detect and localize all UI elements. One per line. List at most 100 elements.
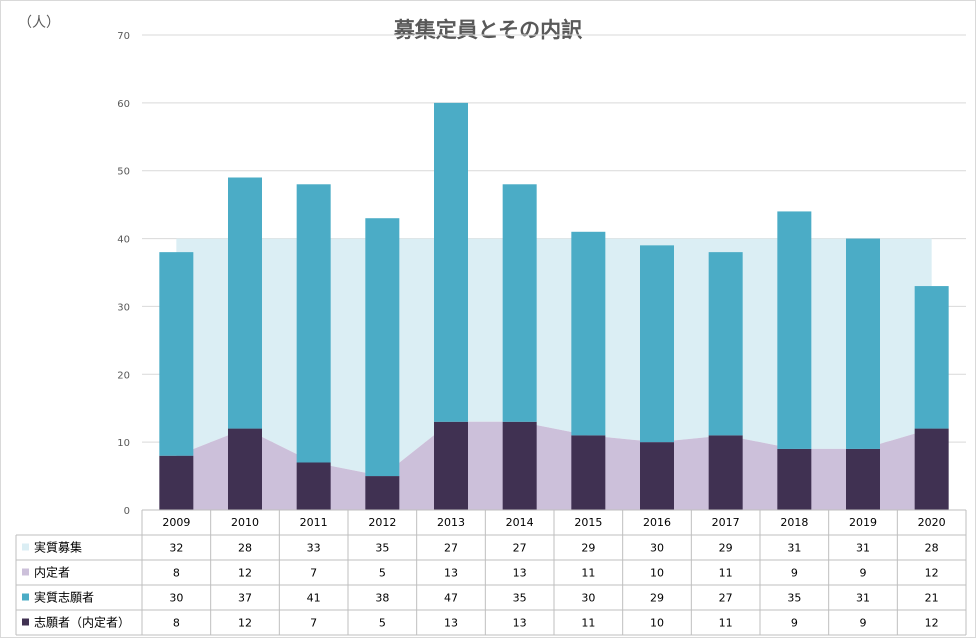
legend-label: 実質志願者	[34, 590, 94, 605]
table-cell: 12	[925, 567, 939, 580]
table-cell: 27	[513, 542, 527, 555]
y-tick-label: 40	[117, 235, 130, 246]
chart-title: 募集定員とその内訳	[393, 18, 583, 42]
table-cell: 28	[238, 542, 252, 555]
table-cell: 29	[581, 542, 595, 555]
bar-applicants	[708, 252, 743, 436]
y-tick-label: 30	[117, 302, 130, 313]
table-cell: 7	[310, 617, 317, 630]
y-tick-label: 50	[117, 167, 130, 178]
table-cell: 30	[650, 542, 664, 555]
table-cell: 27	[719, 592, 733, 605]
area-series-recruit	[176, 238, 932, 477]
bar-applicants-naitei	[914, 428, 949, 510]
y-unit-label: （人）	[18, 15, 60, 31]
bar-applicants-naitei	[296, 462, 331, 510]
table-cell: 11	[581, 617, 595, 630]
legend-key	[22, 618, 29, 626]
table-cell: 9	[860, 617, 867, 630]
table-cell: 13	[513, 617, 527, 630]
x-tick-label: 2009	[162, 516, 190, 529]
table-cell: 35	[787, 592, 801, 605]
table-cell: 8	[173, 617, 180, 630]
bar-applicants-naitei	[777, 448, 812, 510]
table-cell: 9	[860, 567, 867, 580]
bar-applicants	[434, 102, 468, 422]
table-cell: 5	[379, 567, 386, 580]
legend-label: 内定者	[34, 565, 70, 580]
x-tick-label: 2015	[574, 516, 602, 529]
table-cell: 11	[581, 567, 595, 580]
bar-applicants	[502, 184, 537, 422]
table-cell: 11	[719, 617, 733, 630]
legend-key	[22, 593, 29, 601]
table-cell: 12	[925, 617, 939, 630]
x-tick-label: 2014	[506, 516, 534, 529]
y-tick-label: 60	[117, 99, 130, 110]
x-tick-label: 2013	[437, 516, 465, 529]
table-cell: 28	[925, 542, 939, 555]
data-table: 2009 2010 2011 2012 2013 2014 2015 2016 2017 2018…	[15, 509, 967, 636]
bar-applicants-naitei	[502, 421, 537, 510]
table-cell: 8	[173, 567, 180, 580]
table-cell: 38	[375, 592, 389, 605]
table-cell: 10	[650, 567, 664, 580]
bar-applicants-naitei	[640, 442, 674, 510]
x-tick-label: 2017	[712, 516, 740, 529]
bar-applicants	[914, 286, 949, 429]
table-cell: 13	[444, 617, 458, 630]
table-cell: 13	[513, 567, 527, 580]
legend-key	[22, 568, 29, 576]
bar-applicants	[777, 211, 812, 449]
table-cell: 47	[444, 592, 458, 605]
bar-applicants	[846, 238, 880, 449]
table-cell: 37	[238, 592, 252, 605]
x-tick-label: 2010	[231, 516, 259, 529]
bar-applicants	[228, 177, 262, 429]
bar-applicants-naitei	[228, 428, 262, 510]
table-cell: 5	[379, 617, 386, 630]
bar-applicants	[365, 218, 400, 477]
x-tick-label: 2020	[918, 516, 946, 529]
y-tick-label: 0	[124, 506, 130, 517]
table-cell: 35	[375, 542, 389, 555]
bar-series	[142, 102, 966, 511]
table-cell: 31	[856, 542, 870, 555]
legend-label: 志願者（内定者）	[34, 615, 130, 630]
y-axis-ticks: 0 10 20 30 40 50 60 70	[117, 31, 130, 517]
bar-applicants-naitei	[434, 421, 468, 510]
bar-applicants	[571, 231, 606, 436]
legend-key	[22, 543, 29, 551]
table-cell: 10	[650, 617, 664, 630]
table-cell: 27	[444, 542, 458, 555]
y-tick-label: 70	[117, 31, 130, 42]
area-series-naitei	[176, 421, 932, 510]
table-cell: 32	[169, 542, 183, 555]
bar-applicants-naitei	[571, 435, 606, 510]
table-cell: 7	[310, 567, 317, 580]
bar-applicants	[296, 184, 331, 463]
table-cell: 35	[513, 592, 527, 605]
table-cell: 9	[791, 617, 798, 630]
table-cell: 33	[307, 542, 321, 555]
table-cell: 9	[791, 567, 798, 580]
bar-applicants-naitei	[365, 476, 400, 510]
table-cell: 29	[719, 542, 733, 555]
table-cell: 29	[650, 592, 664, 605]
x-tick-label: 2019	[849, 516, 877, 529]
x-tick-label: 2011	[300, 516, 328, 529]
y-tick-label: 10	[117, 438, 130, 449]
table-cell: 30	[581, 592, 595, 605]
table-cell: 21	[925, 592, 939, 605]
bar-applicants-naitei	[159, 455, 194, 510]
table-cell: 31	[856, 592, 870, 605]
bar-applicants	[159, 252, 194, 456]
table-cell: 13	[444, 567, 458, 580]
table-cell: 12	[238, 567, 252, 580]
y-tick-label: 20	[117, 370, 130, 381]
table-cell: 11	[719, 567, 733, 580]
x-tick-label: 2016	[643, 516, 671, 529]
x-tick-label: 2012	[368, 516, 396, 529]
x-tick-label: 2018	[780, 516, 808, 529]
